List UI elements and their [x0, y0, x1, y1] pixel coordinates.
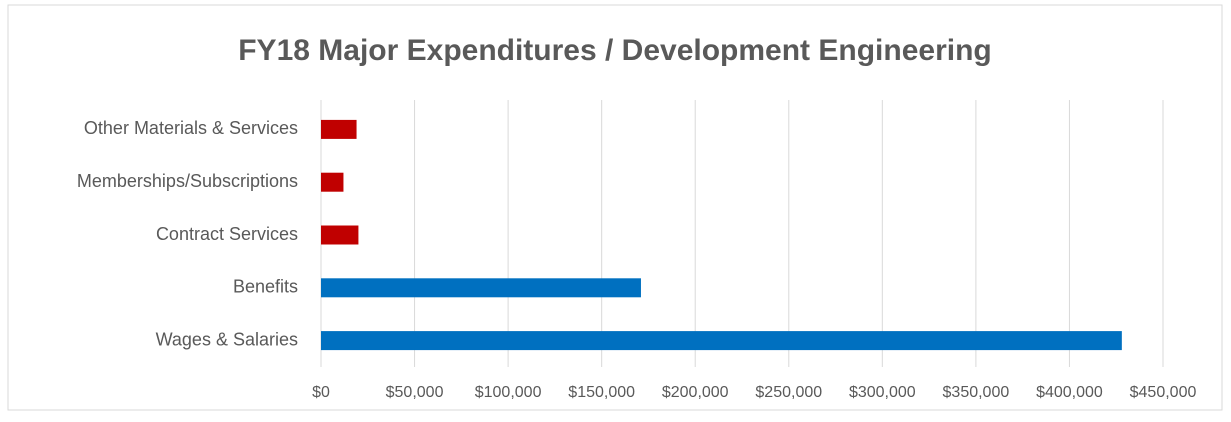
x-tick-label: $50,000 — [386, 384, 444, 401]
y-tick-label: Memberships/Subscriptions — [77, 171, 298, 191]
x-tick-label: $0 — [312, 384, 330, 401]
chart-title: FY18 Major Expenditures / Development En… — [238, 34, 992, 67]
x-tick-label: $250,000 — [755, 384, 822, 401]
y-tick-label: Contract Services — [156, 224, 298, 244]
x-tick-label: $100,000 — [475, 384, 542, 401]
x-tick-label: $300,000 — [849, 384, 916, 401]
bar — [321, 278, 641, 298]
bar — [321, 331, 1122, 351]
x-tick-label: $350,000 — [943, 384, 1010, 401]
x-tick-label: $200,000 — [662, 384, 729, 401]
bar — [321, 119, 357, 139]
x-tick-label: $400,000 — [1036, 384, 1103, 401]
y-tick-label: Wages & Salaries — [156, 329, 298, 349]
x-tick-label: $150,000 — [568, 384, 635, 401]
y-tick-label: Benefits — [233, 277, 298, 297]
bar — [321, 225, 359, 245]
bar — [321, 172, 344, 192]
y-tick-label: Other Materials & Services — [84, 118, 298, 138]
x-tick-label: $450,000 — [1130, 384, 1197, 401]
